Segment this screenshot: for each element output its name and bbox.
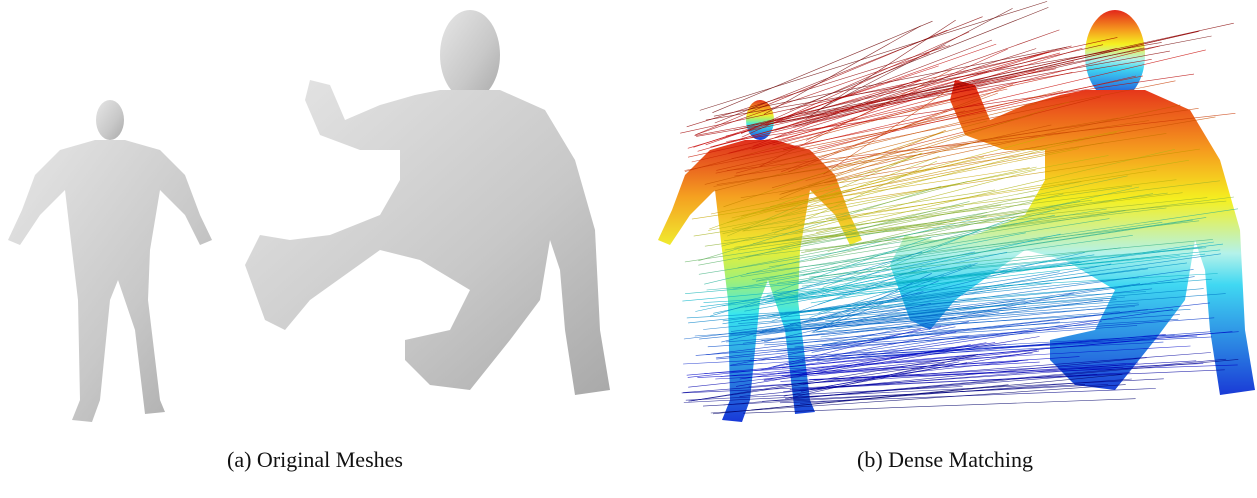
page: (a) Original Meshes (b) Dense Matching (…	[0, 0, 1257, 498]
figure: (a) Original Meshes (b) Dense Matching	[0, 0, 1257, 498]
caption-a: (a) Original Meshes	[227, 447, 403, 472]
mesh-standing	[8, 100, 212, 422]
match-line	[714, 47, 1067, 116]
match-line	[780, 389, 1156, 403]
match-line	[790, 7, 1049, 110]
caption-b: (b) Dense Matching	[857, 447, 1033, 472]
match-line	[764, 26, 921, 115]
match-line	[761, 329, 921, 370]
match-line	[824, 88, 952, 175]
mesh-jumping	[245, 10, 610, 395]
match-line	[683, 353, 1211, 393]
match-line	[806, 125, 1052, 181]
